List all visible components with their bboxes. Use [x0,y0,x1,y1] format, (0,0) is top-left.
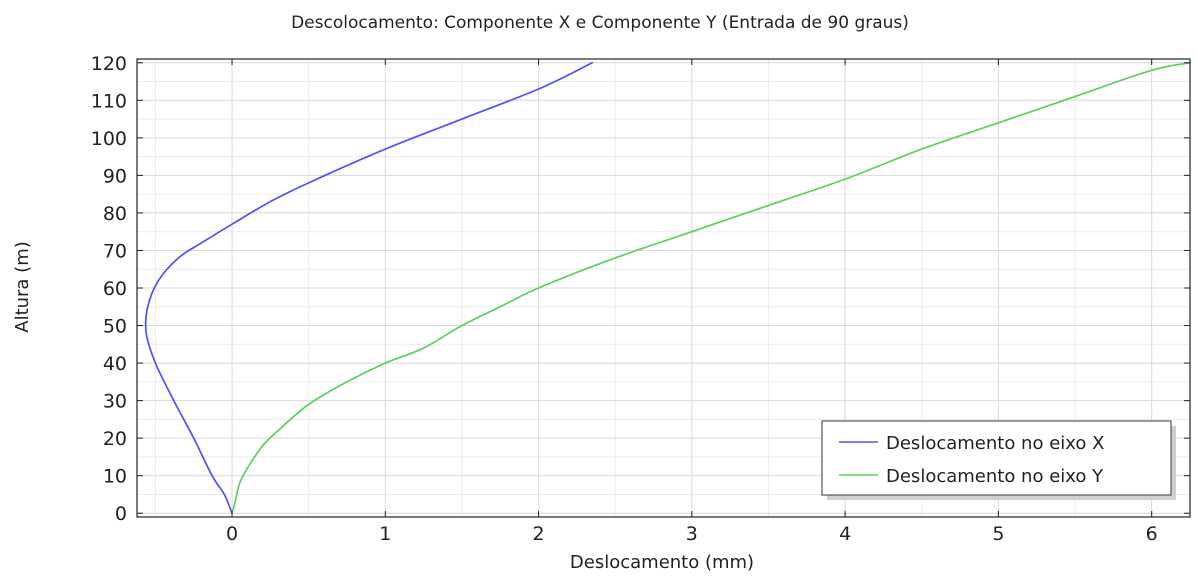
series-line-x [144,61,594,515]
x-tick-label: 1 [379,523,391,545]
legend: Deslocamento no eixo X Deslocamento no e… [821,420,1176,500]
x-tick-label: 4 [839,523,851,545]
series-line-y [231,61,1191,515]
y-tick-label: 120 [91,53,127,75]
x-tick-label: 6 [1146,523,1158,545]
series-layer [144,61,1191,515]
y-axis-title: Altura (m) [12,241,33,333]
y-tick-label: 40 [103,353,127,375]
chart-title: Descolocamento: Componente X e Component… [291,13,909,33]
x-tick-label: 2 [533,523,545,545]
y-tick-label: 70 [103,240,127,262]
y-tick-label: 50 [103,316,127,338]
x-tick-label: 0 [226,523,238,545]
legend-label-y: Deslocamento no eixo Y [886,466,1104,487]
y-tick-label: 20 [103,428,127,450]
x-tick-label: 5 [992,523,1004,545]
x-tick-label: 3 [686,523,698,545]
y-tick-label: 30 [103,391,127,413]
y-tick-label: 100 [91,128,127,150]
y-tick-label: 10 [103,466,127,488]
x-axis-ticks: 0 1 2 3 4 5 6 [226,59,1158,545]
y-axis-ticks: 0 10 20 30 40 50 60 70 80 90 100 110 120 [91,53,1190,525]
minor-grid [137,59,1190,517]
legend-box [821,420,1172,496]
y-tick-label: 80 [103,203,127,225]
y-tick-label: 90 [103,165,127,187]
y-tick-label: 0 [115,503,127,525]
x-axis-title: Deslocamento (mm) [570,552,754,573]
y-tick-label: 110 [91,90,127,112]
legend-label-x: Deslocamento no eixo X [886,433,1104,454]
y-tick-label: 60 [103,278,127,300]
